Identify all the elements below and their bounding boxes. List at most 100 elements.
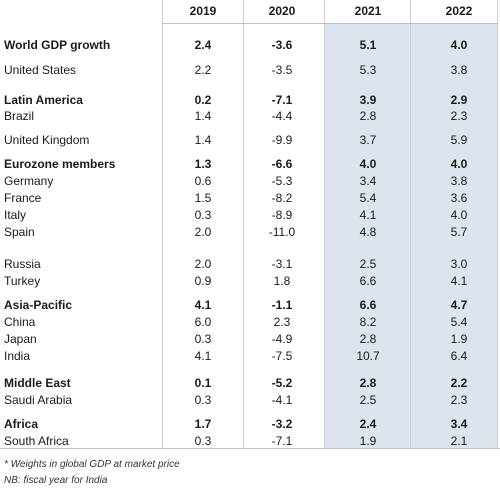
- cell-2021: 8.2: [359, 315, 377, 329]
- cell-2022: 4.0: [450, 38, 468, 52]
- table-row: Asia-Pacific 4.1 -1.1 6.6 4.7: [0, 297, 500, 313]
- cell-2021: 10.7: [356, 349, 380, 363]
- header-2022: 2022: [445, 4, 473, 18]
- cell-2019: 0.3: [194, 434, 212, 448]
- cell-2020: -5.2: [271, 376, 293, 390]
- cell-2020: -4.4: [271, 109, 293, 123]
- cell-2021: 6.6: [359, 274, 377, 288]
- table-row: Middle East 0.1 -5.2 2.8 2.2: [0, 375, 500, 391]
- table-row: World GDP growth 2.4 -3.6 5.1 4.0: [0, 37, 500, 53]
- cell-2019: 2.0: [194, 257, 212, 271]
- cell-2021: 2.4: [359, 417, 377, 431]
- table-row: Saudi Arabia 0.3 -4.1 2.5 2.3: [0, 392, 500, 408]
- cell-2020: -11.0: [268, 225, 296, 239]
- cell-2019: 4.1: [194, 298, 212, 312]
- cell-2020: -7.1: [271, 93, 293, 107]
- cell-2020: -5.3: [271, 174, 293, 188]
- table-row: South Africa 0.3 -7.1 1.9 2.1: [0, 433, 500, 449]
- table-row: United Kingdom 1.4 -9.9 3.7 5.9: [0, 132, 500, 148]
- table-row: France 1.5 -8.2 5.4 3.6: [0, 190, 500, 206]
- cell-2021: 4.8: [359, 225, 377, 239]
- cell-2021: 4.0: [359, 157, 377, 171]
- cell-2021: 6.6: [359, 298, 377, 312]
- row-label: Japan: [4, 332, 37, 346]
- cell-2022: 4.0: [450, 208, 468, 222]
- cell-2020: -4.1: [271, 393, 293, 407]
- row-label: Asia-Pacific: [4, 298, 73, 312]
- table-row: Eurozone members 1.3 -6.6 4.0 4.0: [0, 156, 500, 172]
- cell-2022: 2.1: [450, 434, 468, 448]
- cell-2022: 4.7: [450, 298, 468, 312]
- cell-2019: 4.1: [194, 349, 212, 363]
- cell-2019: 0.3: [194, 332, 212, 346]
- row-label: Italy: [4, 208, 27, 222]
- cell-2022: 3.0: [450, 257, 468, 271]
- row-label: Saudi Arabia: [4, 393, 73, 407]
- header-2020: 2020: [268, 4, 296, 18]
- cell-2020: -1.1: [271, 298, 293, 312]
- table-row: China 6.0 2.3 8.2 5.4: [0, 314, 500, 330]
- table-row: Africa 1.7 -3.2 2.4 3.4: [0, 416, 500, 432]
- cell-2022: 5.4: [450, 315, 468, 329]
- cell-2020: 1.8: [273, 274, 291, 288]
- cell-2022: 2.2: [450, 376, 468, 390]
- cell-2020: -8.9: [271, 208, 293, 222]
- row-label: Africa: [4, 417, 39, 431]
- cell-2019: 1.4: [194, 133, 212, 147]
- cell-2020: -7.5: [271, 349, 293, 363]
- table-row: India 4.1 -7.5 10.7 6.4: [0, 348, 500, 364]
- cell-2021: 2.5: [359, 393, 377, 407]
- cell-2021: 5.4: [359, 191, 377, 205]
- header-2021: 2021: [354, 4, 382, 18]
- row-label: France: [4, 191, 42, 205]
- cell-2022: 2.3: [450, 393, 468, 407]
- cell-2022: 4.0: [450, 157, 468, 171]
- cell-2021: 3.9: [359, 93, 377, 107]
- cell-2021: 2.8: [359, 109, 377, 123]
- table-row: Japan 0.3 -4.9 2.8 1.9: [0, 331, 500, 347]
- cell-2019: 0.9: [194, 274, 212, 288]
- row-label: Middle East: [4, 376, 71, 390]
- cell-2019: 2.2: [194, 63, 212, 77]
- table-row: Spain 2.0 -11.0 4.8 5.7: [0, 224, 500, 240]
- cell-2020: -3.6: [271, 38, 293, 52]
- header-rule: [162, 23, 498, 24]
- table-row: Germany 0.6 -5.3 3.4 3.8: [0, 173, 500, 189]
- cell-2019: 0.3: [194, 393, 212, 407]
- cell-2022: 5.7: [450, 225, 468, 239]
- cell-2019: 1.5: [194, 191, 212, 205]
- cell-2021: 2.8: [359, 332, 377, 346]
- cell-2020: -3.5: [271, 63, 293, 77]
- footnote-weights: * Weights in global GDP at market price: [4, 459, 180, 470]
- cell-2021: 5.3: [359, 63, 377, 77]
- row-label: China: [4, 315, 36, 329]
- row-label: India: [4, 349, 31, 363]
- column-divider: [324, 0, 325, 448]
- cell-2020: -9.9: [271, 133, 293, 147]
- table-row: Brazil 1.4 -4.4 2.8 2.3: [0, 108, 500, 124]
- row-label: United Kingdom: [4, 133, 90, 147]
- cell-2022: 4.1: [450, 274, 468, 288]
- cell-2020: -4.9: [271, 332, 293, 346]
- cell-2019: 0.2: [194, 93, 212, 107]
- cell-2020: -8.2: [271, 191, 293, 205]
- column-divider: [162, 0, 163, 448]
- cell-2019: 0.3: [194, 208, 212, 222]
- row-label: South Africa: [4, 434, 69, 448]
- cell-2019: 1.7: [194, 417, 212, 431]
- table-row: Russia 2.0 -3.1 2.5 3.0: [0, 256, 500, 272]
- cell-2019: 1.3: [194, 157, 212, 171]
- cell-2020: -6.6: [271, 157, 293, 171]
- row-label: Latin America: [4, 93, 83, 107]
- cell-2021: 4.1: [359, 208, 377, 222]
- cell-2019: 0.1: [194, 376, 212, 390]
- cell-2020: 2.3: [273, 315, 291, 329]
- cell-2021: 2.8: [359, 376, 377, 390]
- column-divider: [497, 0, 498, 448]
- header-2019: 2019: [189, 4, 217, 18]
- column-divider: [243, 0, 244, 448]
- column-divider: [410, 0, 411, 448]
- cell-2019: 2.4: [194, 38, 212, 52]
- cell-2022: 2.9: [450, 93, 468, 107]
- table-row: Turkey 0.9 1.8 6.6 4.1: [0, 273, 500, 289]
